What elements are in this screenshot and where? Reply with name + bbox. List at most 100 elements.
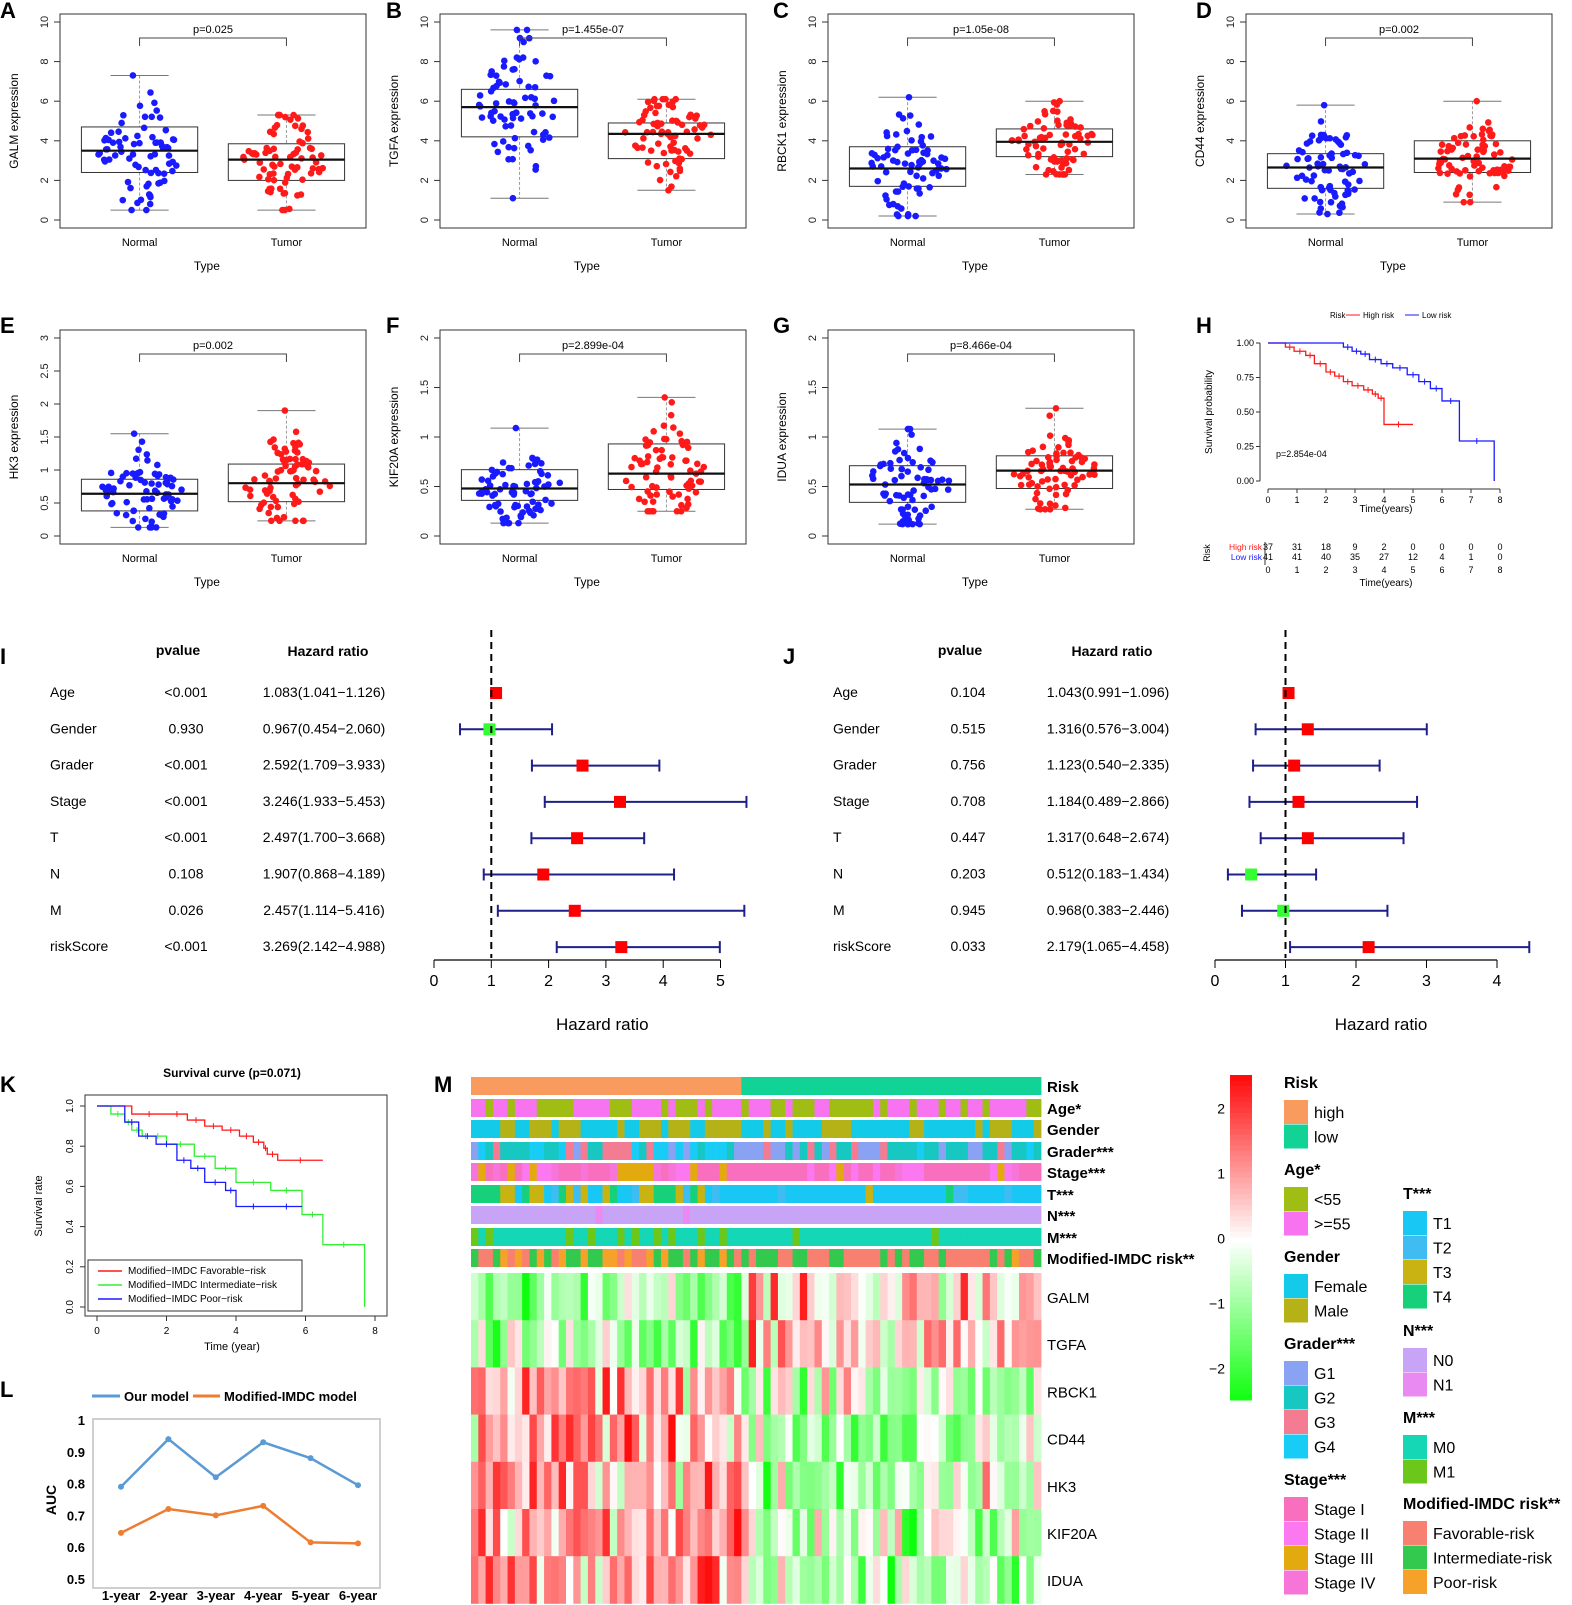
annotation-cell <box>624 1249 633 1267</box>
heat-cell <box>726 1273 735 1321</box>
data-point <box>1466 191 1473 199</box>
data-point <box>685 485 693 492</box>
annotation-cell <box>726 1206 735 1224</box>
data-point <box>1071 123 1079 130</box>
heat-cell <box>682 1367 691 1415</box>
annotation-cell <box>485 1163 494 1181</box>
heat-cell <box>653 1461 662 1510</box>
data-point <box>628 463 635 471</box>
data-point <box>270 170 277 177</box>
risk-table-y-label: Risk <box>1202 544 1212 562</box>
heat-cell <box>507 1556 516 1604</box>
x-tick-label: Tumor <box>651 237 683 249</box>
heat-cell <box>485 1509 494 1557</box>
data-point <box>283 174 291 182</box>
data-point <box>653 491 661 498</box>
annotation-cell <box>690 1099 698 1117</box>
data-point <box>660 149 668 157</box>
data-point <box>523 480 531 488</box>
annotation-cell <box>997 1142 1005 1160</box>
annotation-cell <box>580 1185 589 1203</box>
heat-cell <box>544 1414 552 1463</box>
x-tick-label: Normal <box>502 553 537 565</box>
annotation-cell <box>617 1163 625 1181</box>
data-point <box>657 120 665 127</box>
heat-cell <box>682 1556 691 1604</box>
annotation-row-label: M*** <box>1047 1230 1077 1247</box>
annotation-cell <box>719 1120 728 1138</box>
annotation-cell <box>609 1206 618 1224</box>
heat-cell <box>514 1414 523 1463</box>
data-point <box>903 514 911 522</box>
legend-title: Risk <box>1284 1075 1318 1092</box>
annotation-cell <box>756 1249 764 1267</box>
annotation-cell <box>792 1120 801 1138</box>
annotation-cell <box>471 1228 479 1246</box>
heat-cell <box>858 1509 867 1557</box>
data-point <box>918 133 926 141</box>
column-header-pvalue: pvalue <box>156 642 201 658</box>
annotation-cell <box>1011 1206 1020 1224</box>
heat-cell <box>843 1320 852 1368</box>
data-point <box>535 501 542 508</box>
x-tick-label: 1-year <box>102 1588 140 1603</box>
data-point <box>143 206 150 214</box>
row-name: Gender <box>50 720 97 736</box>
heat-cell <box>1004 1367 1013 1415</box>
row-pvalue: <0.001 <box>164 757 207 773</box>
colorbar-tick: 2 <box>1217 1101 1225 1117</box>
annotation-cell <box>631 1099 640 1117</box>
annotation-cell <box>807 1099 815 1117</box>
annotation-cell <box>807 1249 815 1267</box>
annotation-cell <box>902 1142 910 1160</box>
heat-cell <box>712 1367 720 1415</box>
heat-cell <box>690 1273 698 1321</box>
data-point <box>652 109 659 117</box>
colorbar-cell <box>1230 1264 1252 1271</box>
data-point <box>887 465 895 472</box>
data-point <box>532 58 539 65</box>
annotation-cell <box>536 1185 545 1203</box>
heat-cell <box>997 1367 1005 1415</box>
row-name: M <box>50 902 62 918</box>
annotation-cell <box>894 1142 903 1160</box>
heat-cell <box>902 1367 910 1415</box>
heat-cell <box>748 1367 757 1415</box>
annotation-cell <box>573 1099 582 1117</box>
data-point <box>508 464 515 472</box>
annotation-cell <box>821 1206 830 1224</box>
heat-cell <box>909 1414 918 1463</box>
data-point <box>904 454 912 462</box>
annotation-row-label: Modified-IMDC risk** <box>1047 1251 1195 1268</box>
annotation-cell <box>661 1206 669 1224</box>
colorbar-tick: 0 <box>1217 1231 1225 1247</box>
x-tick-label: 5 <box>716 973 725 990</box>
heat-cell <box>982 1414 991 1463</box>
annotation-cell <box>558 1077 567 1095</box>
legend-title: Modified-IMDC risk** <box>1403 1496 1561 1513</box>
legend-title: Age* <box>1284 1162 1321 1179</box>
data-point <box>282 462 289 470</box>
annotation-cell <box>741 1249 750 1267</box>
heat-cell <box>960 1414 969 1463</box>
annotation-cell <box>887 1099 896 1117</box>
colorbar-cell <box>1230 1118 1252 1125</box>
heat-cell <box>989 1367 998 1415</box>
annotation-cell <box>595 1163 603 1181</box>
legend-swatch <box>1403 1521 1427 1545</box>
data-point <box>938 154 945 161</box>
data-point <box>883 196 890 203</box>
data-point <box>277 466 285 474</box>
heat-cell <box>916 1461 925 1510</box>
data-point <box>531 460 539 468</box>
heat-cell <box>814 1320 823 1368</box>
heat-cell <box>989 1509 998 1557</box>
heat-cell <box>916 1414 925 1463</box>
annotation-cell <box>858 1249 867 1267</box>
heat-cell <box>938 1367 947 1415</box>
data-point <box>1021 132 1028 140</box>
legend-swatch <box>1403 1372 1427 1397</box>
data-point <box>1344 187 1351 194</box>
heat-cell <box>712 1273 720 1321</box>
data-point <box>1061 504 1069 512</box>
